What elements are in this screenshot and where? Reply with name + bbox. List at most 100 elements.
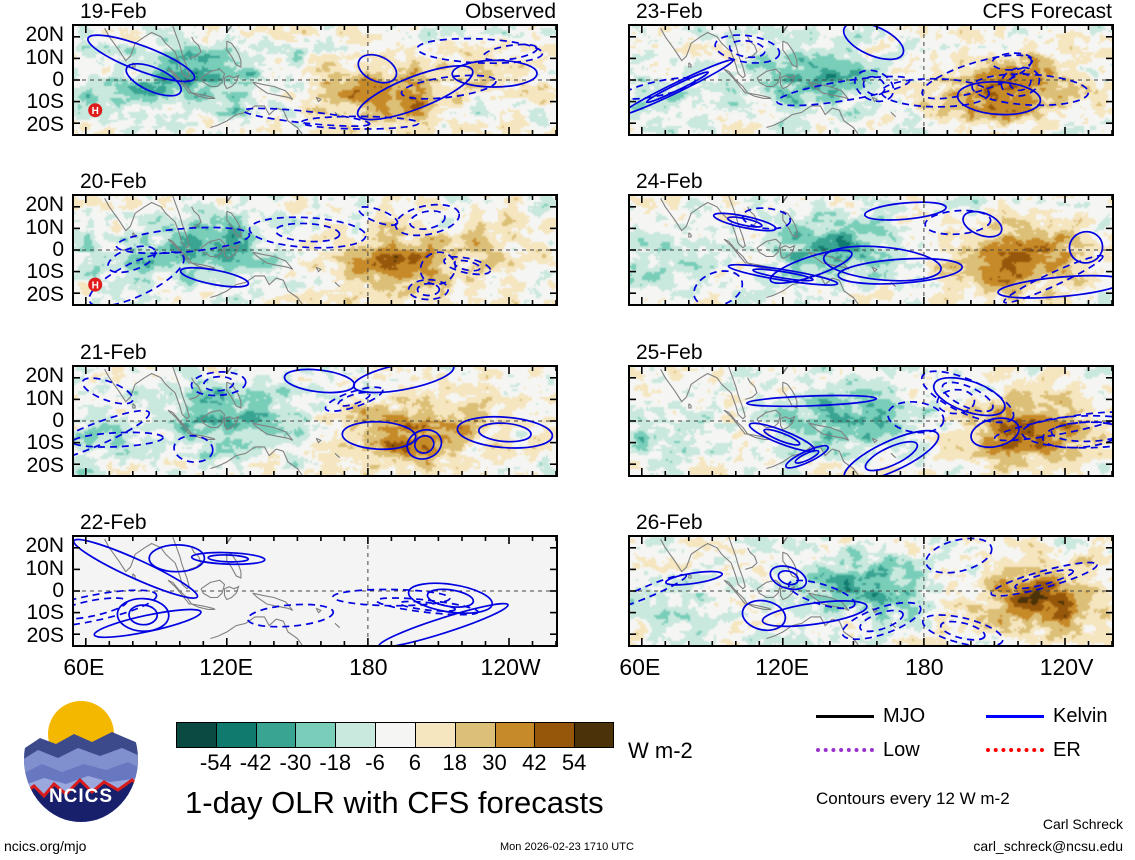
y-axis-tick-label: 20S: [26, 623, 64, 647]
panel-date-label: 25-Feb: [636, 341, 703, 364]
colorbar-units-label: W m-2: [628, 738, 693, 763]
ncics-logo: NCICS: [22, 694, 140, 824]
cyclone-marker: H: [88, 103, 103, 118]
panel-date-label: 19-Feb: [80, 0, 147, 23]
map-overlay: H: [74, 26, 556, 134]
legend-line-swatch: [816, 748, 874, 752]
map-plot-area: H: [72, 194, 558, 306]
author-email: carl_schreck@ncsu.edu: [973, 838, 1123, 854]
y-axis-tick-label: 10N: [25, 215, 64, 239]
site-url[interactable]: ncics.org/mjo: [4, 838, 87, 854]
wave-legend: MJO Kelvin Low ER: [816, 706, 1116, 766]
y-axis-tick-label: 10S: [26, 260, 64, 284]
y-axis-tick-label: 10N: [25, 45, 64, 69]
colorbar-swatch: [454, 722, 495, 748]
x-axis-tick-label: 180: [349, 654, 388, 680]
map-overlay: [630, 26, 1112, 134]
panel-date-label: 23-Feb: [636, 0, 703, 23]
legend-label: ER: [1053, 739, 1081, 761]
author-name: Carl Schreck: [1042, 816, 1123, 832]
map-plot-area: [72, 365, 558, 477]
map-panel: 21-Feb: [72, 341, 558, 477]
colorbar-tick-label: 42: [522, 750, 547, 775]
x-axis-tick-label: 120E: [755, 654, 809, 680]
legend-item: MJO: [816, 706, 925, 726]
colorbar-tick-label: -6: [365, 750, 385, 775]
map-plot-area: [628, 365, 1114, 477]
colorbar-tick-label: -54: [199, 750, 232, 775]
colorbar-swatch: [176, 722, 216, 748]
legend-item: Kelvin: [986, 706, 1107, 726]
panel-date-label: 22-Feb: [80, 511, 147, 534]
svg-text:H: H: [92, 280, 99, 291]
cyclone-marker: H: [88, 277, 103, 292]
map-overlay: [630, 537, 1112, 645]
map-panel: 22-Feb: [72, 511, 558, 647]
y-axis-tick-label: 20N: [25, 23, 64, 47]
y-axis-tick-label: 0: [52, 579, 64, 602]
map-panel: 24-Feb: [628, 170, 1114, 306]
colorbar-swatch: [534, 722, 575, 748]
logo-label: NCICS: [48, 786, 114, 807]
map-panel: 19-Feb Observed H: [72, 0, 558, 136]
legend-item: Low: [816, 740, 920, 760]
map-panel: 20-Feb H: [72, 170, 558, 306]
legend-label: Low: [883, 739, 920, 761]
colorbar-tick-label: 6: [408, 750, 422, 775]
colorbar-swatch: [335, 722, 376, 748]
colorbar-tick-labels: -54 -42 -30 -18 -6 6 18 30 42 54: [176, 752, 614, 778]
legend-item: ER: [986, 740, 1081, 760]
map-plot-area: [628, 535, 1114, 647]
y-axis-tick-label: 20S: [26, 453, 64, 477]
y-axis-tick-label: 10N: [25, 386, 64, 410]
colorbar-tick-label: -30: [279, 750, 312, 775]
y-axis-tick-label: 10S: [26, 431, 64, 455]
colorbar-tick-label: 54: [561, 750, 587, 775]
legend-line-swatch: [986, 748, 1044, 752]
colorbar-tick-label: -18: [319, 750, 352, 775]
y-axis-tick-label: 20S: [26, 112, 64, 136]
colorbar-swatch: [574, 722, 614, 748]
legend-line-swatch: [986, 714, 1044, 718]
main-title: 1-day OLR with CFS forecasts: [185, 785, 604, 820]
column-header: Observed: [464, 0, 556, 23]
panel-date-label: 21-Feb: [80, 341, 147, 364]
colorbar: [176, 722, 614, 748]
colorbar-swatch: [375, 722, 415, 748]
column-header: CFS Forecast: [982, 0, 1112, 23]
map-panel: 23-Feb CFS Forecast: [628, 0, 1114, 136]
colorbar-tick-label: -42: [239, 750, 272, 775]
y-axis-tick-label: 10N: [25, 556, 64, 580]
legend-label: MJO: [883, 705, 926, 727]
colorbar-tick-label: 18: [442, 750, 467, 775]
colorbar-swatch: [295, 722, 336, 748]
map-overlay: H: [74, 196, 556, 304]
colorbar-swatch: [215, 722, 256, 748]
timestamp: Mon 2026-02-23 1710 UTC: [500, 841, 634, 853]
contour-interval-note: Contours every 12 W m-2: [816, 789, 1010, 808]
colorbar-tick-label: 30: [482, 750, 507, 775]
y-axis-tick-label: 20S: [26, 282, 64, 306]
y-axis-tick-label: 20N: [25, 193, 64, 217]
map-overlay: [74, 537, 556, 645]
panel-date-label: 24-Feb: [636, 170, 703, 193]
map-plot-area: [628, 194, 1114, 306]
colorbar-swatch: [414, 722, 455, 748]
map-panel: 25-Feb: [628, 341, 1114, 477]
y-axis-tick-label: 0: [52, 68, 64, 91]
panel-date-label: 20-Feb: [80, 170, 147, 193]
map-overlay: [74, 367, 556, 475]
y-axis-tick-label: 20N: [25, 534, 64, 558]
svg-text:H: H: [92, 106, 99, 117]
map-overlay: [630, 196, 1112, 304]
map-plot-area: H: [72, 24, 558, 136]
y-axis-tick-label: 0: [52, 409, 64, 432]
x-axis-tick-label: 60E: [619, 654, 661, 680]
legend-label: Kelvin: [1053, 705, 1108, 727]
x-axis-tick-label: 120V: [1039, 654, 1094, 680]
map-plot-area: [628, 24, 1114, 136]
map-panel: 26-Feb: [628, 511, 1114, 647]
x-axis-tick-label: 120W: [480, 654, 541, 680]
x-axis-tick-label: 120E: [199, 654, 253, 680]
y-axis-tick-label: 10S: [26, 601, 64, 625]
